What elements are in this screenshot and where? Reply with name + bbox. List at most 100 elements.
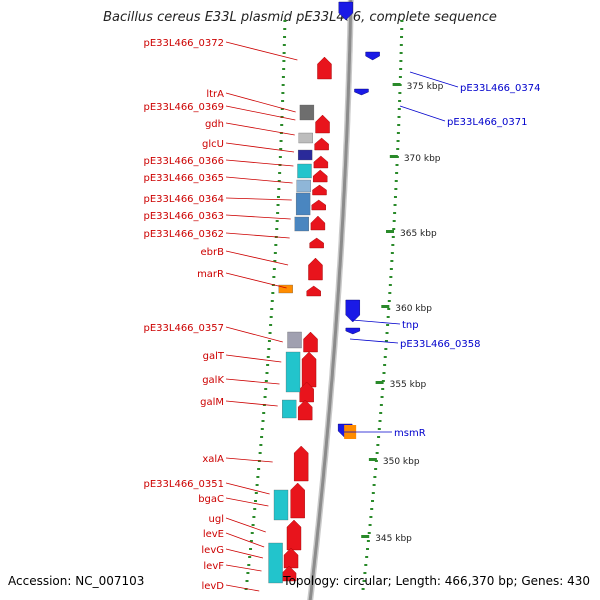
label-connector: [225, 354, 282, 363]
track-tick: [274, 244, 278, 246]
forward-cds-arrow: [312, 184, 327, 196]
reverse-cds-arrow: [345, 327, 361, 335]
feature-block: [297, 163, 312, 179]
track-tick: [397, 108, 401, 110]
forward-gene-label: pE33L466_0366: [144, 156, 225, 167]
label-connector: [225, 548, 264, 559]
track-tick: [273, 252, 277, 254]
track-tick: [267, 348, 271, 350]
label-connector: [225, 272, 287, 289]
track-tick: [377, 436, 381, 438]
track-tick: [363, 572, 367, 574]
track-tick: [278, 156, 282, 158]
forward-cds-arrow: [306, 285, 321, 297]
forward-gene-label: marR: [197, 269, 224, 280]
track-tick: [397, 116, 401, 118]
track-tick: [389, 276, 393, 278]
scale-label: 360 kbp: [395, 304, 432, 314]
track-tick: [269, 316, 273, 318]
forward-gene-label: pE33L466_0364: [144, 194, 225, 205]
forward-cds-arrow: [311, 199, 326, 211]
track-tick: [266, 356, 270, 358]
scale-tick: [389, 155, 398, 158]
track-tick: [364, 564, 368, 566]
label-connector: [225, 232, 290, 239]
scale-tick: [386, 230, 395, 233]
track-tick: [389, 268, 393, 270]
forward-cds-arrow: [303, 331, 318, 353]
track-tick: [265, 372, 269, 374]
forward-cds-arrow: [314, 137, 329, 151]
track-tick: [280, 108, 284, 110]
backbone-shadow: [307, 0, 354, 600]
track-tick: [384, 348, 388, 350]
track-tick: [400, 20, 404, 22]
forward-cds-arrow: [308, 257, 323, 281]
feature-block: [299, 104, 315, 121]
track-tick: [248, 556, 252, 558]
track-tick: [266, 364, 270, 366]
reverse-gene-label: tnp: [402, 320, 419, 331]
label-connector: [225, 482, 270, 495]
track-tick: [376, 444, 380, 446]
track-tick: [373, 476, 377, 478]
scale-label: 370 kbp: [404, 154, 441, 164]
reverse-cds-arrow: [365, 51, 380, 61]
track-tick: [275, 228, 279, 230]
label-connector: [225, 105, 296, 121]
track-tick: [276, 212, 280, 214]
track-tick: [282, 60, 286, 62]
track-tick: [260, 428, 264, 430]
track-tick: [262, 412, 266, 414]
track-tick: [390, 252, 394, 254]
label-connector: [225, 400, 278, 407]
forward-gene-label: levF: [203, 561, 224, 572]
map-title: Bacillus cereus E33L plasmid pE33L466, c…: [103, 10, 497, 25]
track-tick: [254, 500, 258, 502]
track-tick: [271, 292, 275, 294]
track-tick: [379, 412, 383, 414]
track-tick: [249, 548, 253, 550]
track-tick: [282, 68, 286, 70]
track-tick: [390, 260, 394, 262]
reverse-cds-arrow: [354, 88, 369, 96]
track-tick: [277, 180, 281, 182]
forward-cds-arrow: [293, 445, 309, 482]
track-tick: [264, 388, 268, 390]
track-tick: [255, 484, 259, 486]
track-tick: [391, 244, 395, 246]
track-tick: [261, 420, 265, 422]
label-connector: [225, 92, 296, 113]
label-connector: [225, 532, 265, 548]
track-tick: [269, 324, 273, 326]
track-tick: [246, 572, 250, 574]
feature-block: [282, 399, 297, 419]
track-tick: [388, 292, 392, 294]
track-tick: [268, 332, 272, 334]
feature-block: [285, 351, 301, 393]
track-tick: [361, 588, 365, 590]
track-tick: [379, 404, 383, 406]
label-connector: [225, 457, 273, 463]
reverse-gene-label: pE33L466_0371: [447, 117, 528, 128]
track-tick: [399, 68, 403, 70]
label-connector: [399, 105, 446, 122]
scale-label: 345 kbp: [375, 534, 412, 544]
track-tick: [254, 492, 258, 494]
track-tick: [374, 468, 378, 470]
scale-label: 355 kbp: [390, 380, 427, 390]
track-tick: [396, 132, 400, 134]
track-tick: [371, 492, 375, 494]
track-tick: [399, 60, 403, 62]
forward-gene-label: pE33L466_0362: [144, 229, 225, 240]
track-tick: [385, 332, 389, 334]
track-tick: [362, 580, 366, 582]
track-tick: [263, 396, 267, 398]
reverse-gene-label: msmR: [394, 428, 426, 439]
label-connector: [409, 71, 459, 88]
label-connector: [225, 214, 291, 220]
track-tick: [366, 540, 370, 542]
track-tick: [264, 380, 268, 382]
feature-block: [268, 542, 283, 584]
accession-label: Accession: NC_007103: [8, 574, 145, 588]
